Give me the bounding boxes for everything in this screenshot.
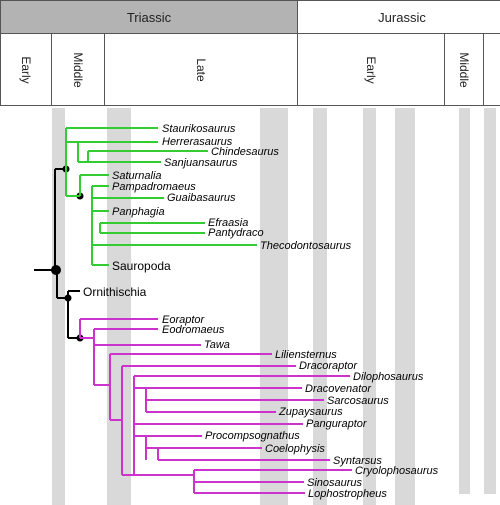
- taxon-label: Sinosaurus: [307, 477, 363, 489]
- sauropodomorph-labels: Staurikosaurus Herrerasaurus Chindesauru…: [83, 123, 352, 299]
- taxon-label: Tawa: [204, 339, 230, 351]
- sauropoda-label: Sauropoda: [112, 259, 171, 273]
- taxon-label: Thecodontosaurus: [260, 240, 352, 252]
- taxon-label: Eodromaeus: [162, 324, 225, 336]
- taxon-label: Coelophysis: [265, 443, 325, 455]
- period-jurassic: Jurassic: [297, 0, 500, 34]
- taxon-label: Pantydraco: [208, 227, 264, 239]
- stage-band: [260, 108, 288, 505]
- taxon-label: Chindesaurus: [211, 146, 279, 158]
- taxon-label: Dracoraptor: [299, 360, 358, 372]
- node: [64, 294, 72, 302]
- taxon-label: Dracovenator: [305, 383, 372, 395]
- saurischia-node: [51, 265, 61, 275]
- taxon-label: Dilophosaurus: [353, 371, 424, 383]
- stage-band: [395, 108, 415, 505]
- taxon-label: Efraasia: [208, 217, 248, 229]
- taxon-label: Staurikosaurus: [162, 123, 236, 135]
- stage-band: [313, 108, 327, 505]
- taxon-label: Guaibasaurus: [167, 192, 236, 204]
- taxon-label: Liliensternus: [275, 349, 337, 361]
- taxon-label: Lophostropheus: [308, 488, 387, 500]
- stage-band: [107, 108, 131, 505]
- taxon-label: Eoraptor: [162, 314, 206, 326]
- stage-bands: [52, 108, 496, 505]
- period-label: Triassic: [126, 9, 172, 25]
- sauropodomorph-branches: [65, 127, 257, 266]
- taxon-label: Saturnalia: [112, 170, 162, 182]
- theropod-branches: [79, 318, 352, 494]
- epoch-next-partial: [483, 34, 500, 106]
- taxon-label: Sarcosaurus: [327, 395, 389, 407]
- taxon-label: Syntarsus: [333, 455, 382, 467]
- taxon-label: Pampadromaeus: [112, 181, 196, 193]
- stage-band: [363, 108, 376, 505]
- taxon-label: Panguraptor: [306, 418, 368, 430]
- taxon-label: Herrerasaurus: [162, 136, 233, 148]
- period-label: Jurassic: [378, 9, 426, 25]
- period-triassic: Triassic: [0, 0, 298, 34]
- stage-band: [459, 108, 470, 494]
- taxon-label: Cryolophosaurus: [355, 465, 439, 477]
- taxon-label: Zupaysaurus: [278, 406, 343, 418]
- ornithischia-label: Ornithischia: [83, 285, 147, 299]
- taxon-label: Sanjuansaurus: [164, 157, 238, 169]
- taxon-label: Panphagia: [112, 206, 165, 218]
- theropod-labels: Eoraptor Eodromaeus Tawa Liliensternus D…: [162, 314, 439, 500]
- taxon-label: Procompsognathus: [205, 430, 300, 442]
- stage-band: [484, 108, 496, 494]
